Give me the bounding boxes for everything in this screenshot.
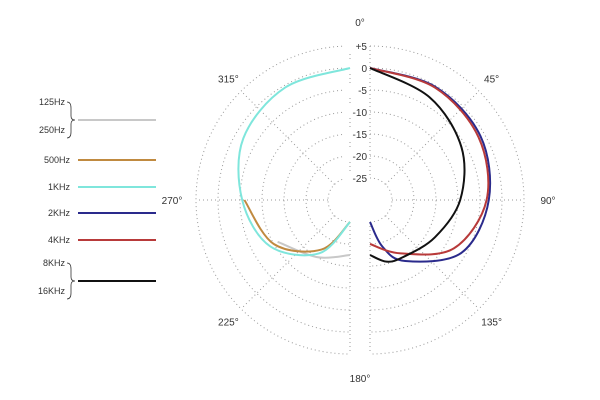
legend: 125Hz 250Hz 500Hz 1KHz 2KHz 4KHz 8KHz 16KHz bbox=[38, 97, 156, 300]
tick-label-bg bbox=[344, 62, 368, 74]
grid-ring-left bbox=[327, 177, 351, 223]
radial-tick-label: -20 bbox=[353, 152, 368, 163]
angle-label: 315° bbox=[218, 74, 239, 85]
angle-label: 90° bbox=[540, 196, 555, 207]
tick-label-bg bbox=[344, 150, 368, 162]
series-curves bbox=[237, 67, 492, 263]
legend-label: 250Hz bbox=[39, 125, 66, 135]
angle-labels: 0° 45° 90° 135° 180° 225° 270° 315° bbox=[162, 18, 556, 385]
angle-label: 45° bbox=[484, 74, 499, 85]
tick-label-bg bbox=[344, 106, 368, 118]
angle-label: 270° bbox=[162, 196, 183, 207]
angle-label: 180° bbox=[350, 374, 371, 385]
legend-label: 8KHz bbox=[43, 258, 66, 268]
radial-tick-labels: +5 0 -5 -10 -15 -20 -25 bbox=[344, 40, 368, 185]
legend-label: 1KHz bbox=[48, 182, 71, 192]
radial-tick-label: -25 bbox=[353, 174, 368, 185]
legend-label: 500Hz bbox=[44, 155, 71, 165]
angle-label: 135° bbox=[481, 318, 502, 329]
legend-label: 125Hz bbox=[39, 97, 66, 107]
legend-label: 2KHz bbox=[48, 208, 71, 218]
series-curve bbox=[369, 67, 466, 263]
grid-spoke bbox=[240, 90, 335, 185]
angle-label: 0° bbox=[355, 18, 365, 29]
legend-brace bbox=[66, 262, 76, 300]
grid-ring-right bbox=[369, 155, 415, 245]
tick-label-bg bbox=[344, 40, 368, 52]
grid-ring-left bbox=[305, 155, 351, 245]
radial-tick-label: -10 bbox=[353, 108, 368, 119]
legend-label: 4KHz bbox=[48, 235, 71, 245]
grid-ring-left bbox=[261, 111, 351, 289]
radial-tick-label: 0 bbox=[361, 64, 367, 75]
radial-tick-label: +5 bbox=[356, 42, 368, 53]
series-curve bbox=[369, 67, 490, 256]
angle-label: 225° bbox=[218, 318, 239, 329]
legend-brace bbox=[66, 101, 76, 139]
tick-label-bg bbox=[344, 84, 368, 96]
radial-tick-label: -15 bbox=[353, 130, 368, 141]
tick-label-bg bbox=[344, 128, 368, 140]
legend-label: 16KHz bbox=[38, 286, 66, 296]
series-curve bbox=[243, 199, 351, 253]
series-curve bbox=[277, 240, 351, 259]
radial-tick-label: -5 bbox=[358, 86, 367, 97]
tick-label-bg bbox=[344, 172, 368, 184]
grid-ring-right bbox=[369, 133, 437, 267]
series-curve bbox=[237, 67, 351, 257]
grid-ring-right bbox=[369, 111, 459, 289]
grid-ring-left bbox=[283, 133, 351, 267]
grid-ring-right bbox=[369, 177, 393, 223]
